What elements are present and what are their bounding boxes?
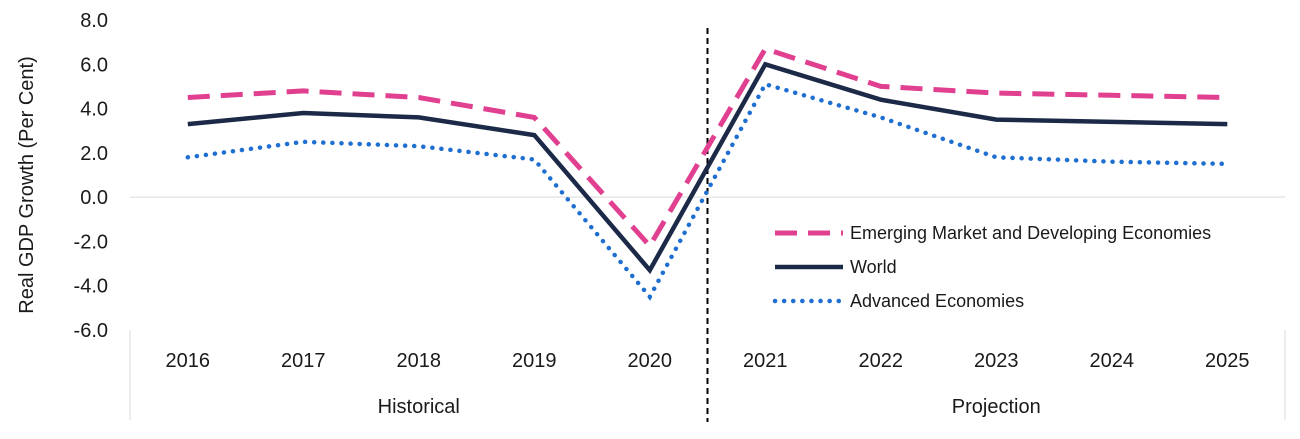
x-axis-ticks: 2016 2017 2018 2019 2020 2021 2022 2023 2024 2025: [166, 350, 1250, 372]
x-tick-label: 2019: [512, 350, 557, 372]
x-axis-frame: [129, 330, 1286, 420]
legend-label: World: [850, 257, 897, 277]
y-tick-label: 0.0: [80, 187, 108, 209]
series-lines: [185, 45, 1230, 301]
x-axis-groups: Historical Projection: [378, 396, 1041, 418]
y-tick-label: 4.0: [80, 99, 108, 121]
y-tick-label: -2.0: [74, 231, 108, 253]
series-line-0: [187, 45, 1228, 251]
x-tick-label: 2024: [1090, 350, 1135, 372]
series-line-1: [187, 61, 1228, 275]
x-tick-label: 2018: [397, 350, 442, 372]
x-group-label: Projection: [952, 396, 1041, 418]
x-tick-label: 2023: [974, 350, 1019, 372]
series-line-2: [185, 81, 1230, 301]
legend: Emerging Market and Developing Economies…: [772, 223, 1211, 311]
legend-label: Emerging Market and Developing Economies: [850, 223, 1211, 243]
y-axis-ticks: 8.0 6.0 4.0 2.0 0.0 -2.0 -4.0 -6.0: [74, 10, 108, 342]
y-axis-title: Real GDP Growth (Per Cent): [16, 56, 38, 314]
x-tick-label: 2022: [859, 350, 904, 372]
x-tick-label: 2016: [166, 350, 211, 372]
y-tick-label: 2.0: [80, 143, 108, 165]
y-tick-label: 6.0: [80, 54, 108, 76]
y-tick-label: -4.0: [74, 276, 108, 298]
x-tick-label: 2017: [281, 350, 326, 372]
x-tick-label: 2020: [628, 350, 673, 372]
x-tick-label: 2025: [1205, 350, 1250, 372]
x-group-label: Historical: [378, 396, 460, 418]
y-tick-label: -6.0: [74, 320, 108, 342]
legend-label: Advanced Economies: [850, 291, 1024, 311]
y-tick-label: 8.0: [80, 10, 108, 32]
x-tick-label: 2021: [743, 350, 788, 372]
